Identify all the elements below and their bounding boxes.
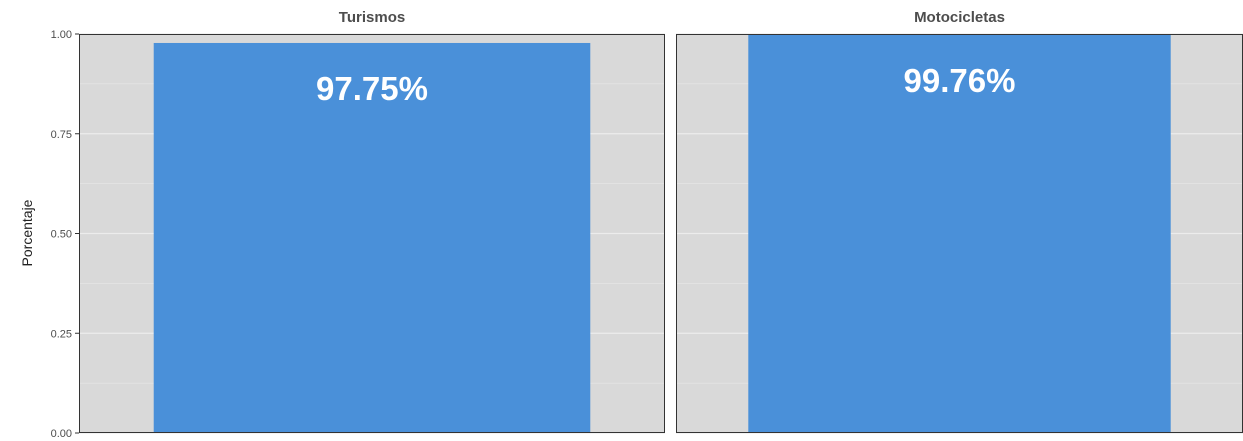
facet-title: Motocicletas — [914, 9, 1005, 26]
facet-title: Turismos — [339, 9, 405, 26]
y-tick-label: 0.75 — [51, 129, 72, 141]
y-tick-label: 0.50 — [51, 229, 72, 241]
y-tick-label: 1.00 — [51, 29, 72, 41]
panel-border — [79, 34, 665, 433]
bar — [153, 42, 591, 433]
y-tick-label: 0.00 — [51, 428, 72, 440]
y-tick-label: 0.25 — [51, 328, 72, 340]
bar — [748, 34, 1171, 433]
facet-panel: Motocicletas 99.76% — [676, 9, 1243, 434]
y-axis-title: Porcentaje — [19, 199, 35, 266]
facet-panel: Turismos 97.75% — [79, 9, 665, 434]
y-axis: 0.00 0.25 0.50 0.75 1.00 — [51, 29, 79, 440]
bar-value-label: 99.76% — [904, 62, 1016, 99]
bar-value-label: 97.75% — [316, 70, 428, 107]
facet-panels: Turismos 97.75% Motocicletas 99.76% — [79, 9, 1243, 434]
